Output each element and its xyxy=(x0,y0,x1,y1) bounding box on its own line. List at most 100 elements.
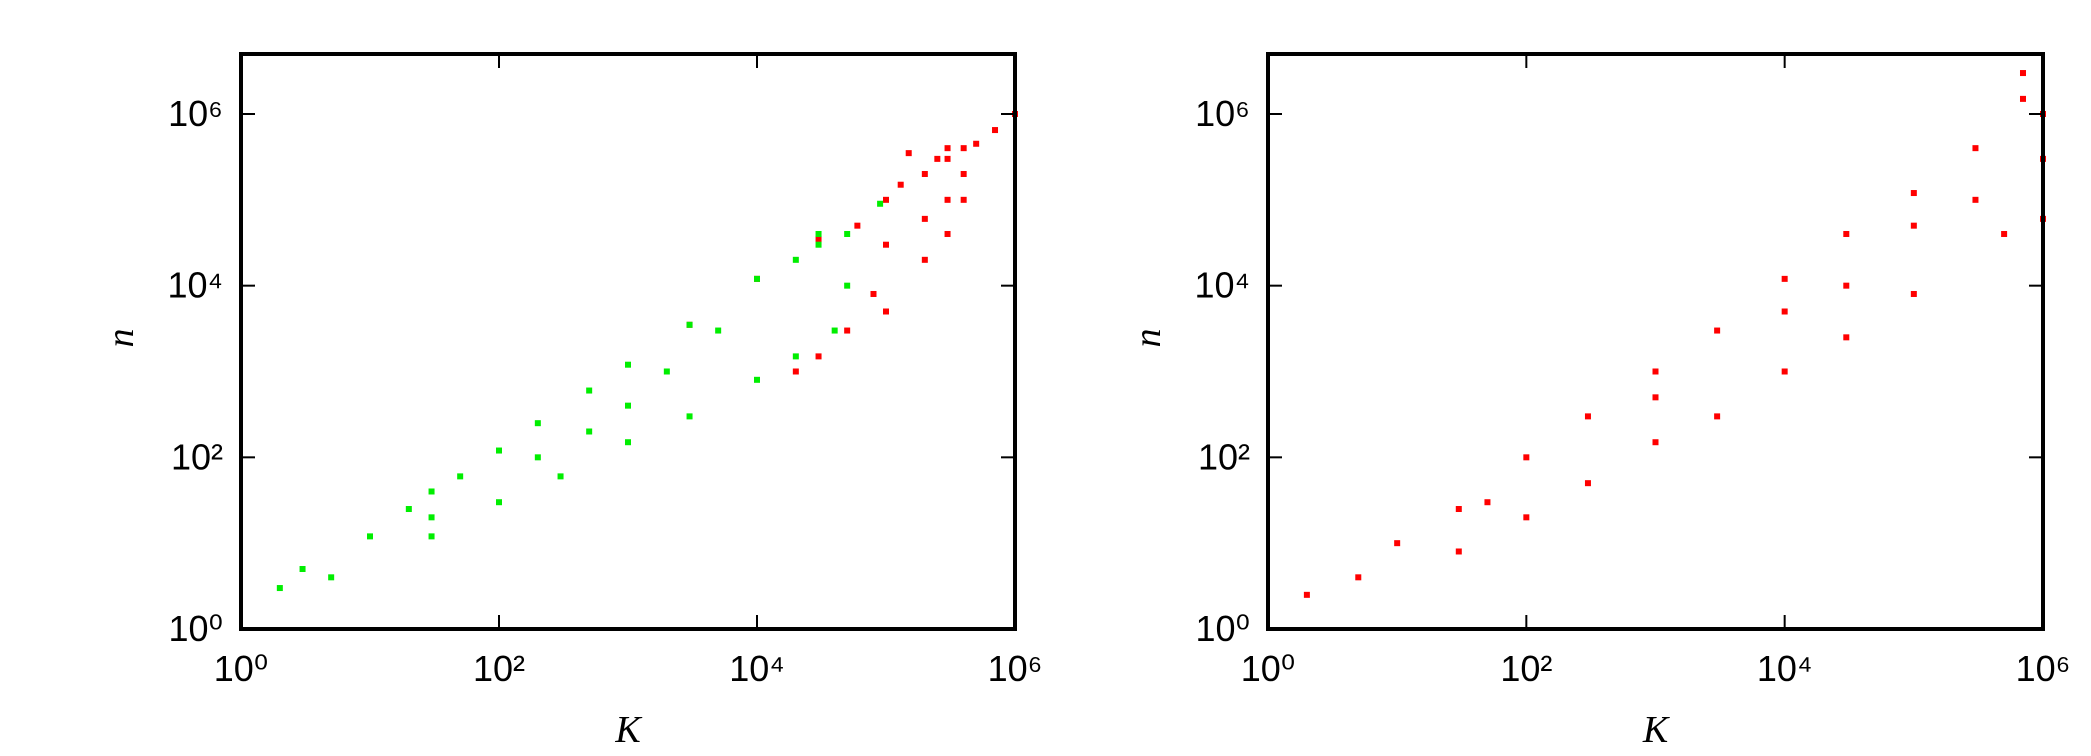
point xyxy=(496,499,502,506)
y-tick-label: 10⁴ xyxy=(167,265,223,306)
y-axis-label: n xyxy=(100,329,142,348)
point xyxy=(944,196,951,203)
point xyxy=(686,413,693,420)
point xyxy=(1523,514,1530,521)
point xyxy=(663,368,670,375)
point xyxy=(921,256,928,263)
x-tick-label: 10⁴ xyxy=(729,648,785,689)
point xyxy=(831,327,838,334)
point xyxy=(754,376,760,383)
point xyxy=(973,140,980,147)
point xyxy=(1714,413,1721,420)
point xyxy=(815,235,822,242)
point xyxy=(944,155,951,162)
point xyxy=(1355,574,1362,581)
point xyxy=(921,215,928,222)
point xyxy=(944,145,951,152)
point xyxy=(1652,368,1659,375)
point xyxy=(686,321,693,328)
point xyxy=(1843,230,1850,237)
point xyxy=(2019,70,2026,77)
point xyxy=(1394,540,1401,547)
x-tick-label: 10⁴ xyxy=(1757,648,1813,689)
point xyxy=(934,155,941,162)
point xyxy=(792,256,799,263)
point xyxy=(992,127,999,134)
y-tick-label: 10⁶ xyxy=(1195,93,1250,134)
point xyxy=(844,327,851,334)
point xyxy=(428,488,435,495)
point xyxy=(276,585,283,592)
point xyxy=(1303,591,1310,598)
point xyxy=(2019,95,2026,102)
point xyxy=(586,428,593,435)
point xyxy=(428,533,435,540)
point xyxy=(1910,190,1917,197)
point xyxy=(1843,334,1850,341)
y-tick-label: 10⁶ xyxy=(168,93,223,134)
plot-frame xyxy=(239,52,1017,631)
point xyxy=(1910,222,1917,229)
point xyxy=(534,420,541,427)
point xyxy=(299,566,306,573)
x-tick-label: 10⁶ xyxy=(2016,648,2071,689)
point xyxy=(883,196,889,203)
point xyxy=(960,196,967,203)
point xyxy=(792,353,799,360)
point xyxy=(960,170,967,177)
point xyxy=(496,447,502,454)
point xyxy=(815,241,822,248)
point xyxy=(1781,308,1788,315)
x-tick-label: 10⁰ xyxy=(214,648,268,689)
point xyxy=(960,145,967,152)
point xyxy=(428,514,435,521)
point xyxy=(844,282,851,289)
y-tick-label: 10⁴ xyxy=(1194,265,1250,306)
point xyxy=(328,574,335,581)
x-tick-label: 10² xyxy=(473,648,525,689)
point xyxy=(897,181,904,188)
point xyxy=(534,454,541,461)
point xyxy=(405,506,412,513)
point xyxy=(1910,290,1917,297)
point xyxy=(1781,275,1788,282)
point xyxy=(877,200,884,207)
plot-frame xyxy=(1266,52,2045,631)
point xyxy=(2001,230,2008,237)
x-axis-label: K xyxy=(614,709,642,751)
point xyxy=(1843,282,1850,289)
point xyxy=(557,473,564,480)
x-axis-label: K xyxy=(1642,709,1670,751)
point xyxy=(1584,480,1591,487)
point xyxy=(1781,368,1788,375)
point xyxy=(754,275,760,282)
point xyxy=(883,308,889,315)
y-axis-label: n xyxy=(1127,329,1169,348)
x-tick-label: 10² xyxy=(1500,648,1552,689)
point xyxy=(921,170,928,177)
point xyxy=(1714,327,1721,334)
point xyxy=(815,353,822,360)
point xyxy=(1972,145,1979,152)
point xyxy=(883,241,889,248)
x-tick-label: 10⁶ xyxy=(988,648,1043,689)
point xyxy=(457,473,464,480)
point xyxy=(815,230,822,237)
y-tick-label: 10² xyxy=(171,436,223,477)
point xyxy=(1584,413,1591,420)
point xyxy=(905,150,912,157)
point xyxy=(1455,506,1462,513)
y-tick-label: 10⁰ xyxy=(169,608,223,649)
y-tick-label: 10² xyxy=(1198,436,1250,477)
point xyxy=(625,439,631,446)
point xyxy=(854,222,861,229)
point xyxy=(844,230,851,237)
point xyxy=(715,327,722,334)
point xyxy=(1652,439,1659,446)
x-tick-label: 10⁰ xyxy=(1241,648,1295,689)
point xyxy=(625,361,631,368)
point xyxy=(367,533,373,540)
point xyxy=(944,230,951,237)
